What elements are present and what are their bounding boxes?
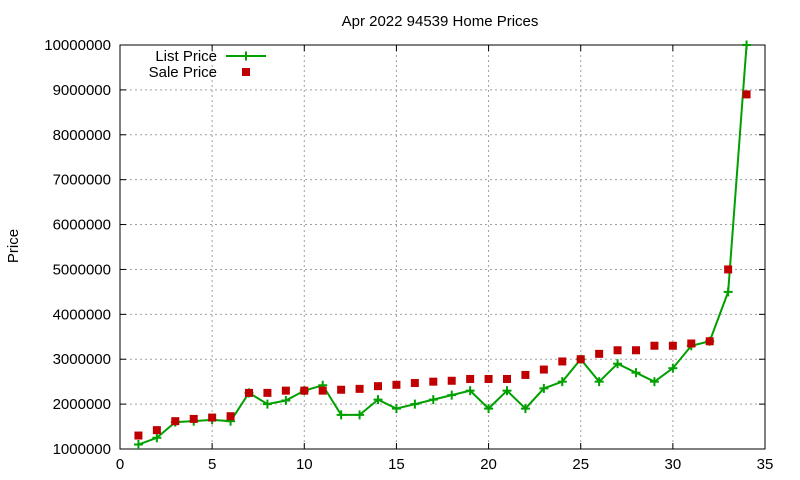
list-price-point [502,386,512,396]
sale-price-point [650,341,659,350]
y-tick-label: 9000000 [53,82,111,99]
legend-entry-sale-price: Sale Price [149,64,250,81]
sale-price-point [447,376,456,385]
axes [119,44,766,450]
x-tick-label: 0 [116,456,124,473]
x-tick-label: 5 [208,456,216,473]
list-price-point [152,433,162,443]
list-price-point [262,399,272,409]
list-price-point [447,390,457,400]
sale-price-point [539,365,548,374]
sale-price-point [171,417,180,426]
legend-label: List Price [155,48,217,65]
list-price-point [557,377,567,387]
y-tick-label: 3000000 [53,351,111,368]
y-tick-label: 6000000 [53,217,111,234]
sale-price-point [318,386,327,395]
sale-price-point [410,379,419,388]
y-tick-label: 5000000 [53,261,111,278]
sale-price-point [466,374,475,383]
list-price-point [668,363,678,373]
sale-price-point [374,382,382,391]
legend-label: Sale Price [149,64,217,81]
list-price-point [281,396,291,406]
sale-price-point [392,380,401,389]
sale-price-point [337,385,346,394]
legend-marker [241,51,251,61]
x-tick-label: 30 [665,456,682,473]
list-price-point [355,410,365,420]
sale-price-point [300,386,309,395]
y-tick-label: 10000000 [44,37,111,54]
series-list-price [133,40,752,450]
sale-price-point [687,339,696,348]
list-price-point [649,377,659,387]
x-tick-label: 20 [480,456,497,473]
y-tick-label: 8000000 [53,127,111,144]
x-tick-label: 35 [757,456,774,473]
sale-price-point [724,265,733,274]
sale-price-point [521,370,530,379]
list-price-line [138,44,748,446]
chart-title: Apr 2022 94539 Home Prices [342,13,539,30]
x-tick-label: 25 [572,456,589,473]
series [133,40,752,450]
list-price-point [373,395,383,405]
list-price-point [613,359,623,369]
list-price-point [133,440,143,450]
legend-entry-list-price: List Price [155,48,266,65]
sale-price-point [152,426,161,435]
sale-price-point [355,384,364,393]
series-sale-price [134,90,751,440]
y-tick-label: 1000000 [53,441,111,458]
y-tick-label: 2000000 [53,396,111,413]
list-price-point [631,368,641,378]
sale-price-point [189,414,198,423]
list-price-point [391,404,401,414]
legend-marker [242,68,250,76]
list-price-point [539,383,549,393]
list-price-point [410,399,420,409]
sale-price-point [705,337,714,346]
sale-price-point [484,374,493,383]
list-price-point [336,410,346,420]
sale-price-point [245,388,253,397]
sale-price-point [134,431,143,440]
list-price-point [594,377,604,387]
plot-border [119,44,766,450]
sale-price-point [613,346,622,355]
sale-price-point [263,388,272,397]
sale-price-point [558,357,567,366]
y-axis-label: Price [5,229,22,263]
tick-labels: 0 5 10 15 20 25 30 35 1000000 2000000 3000000 40000… [44,37,773,473]
list-price-point [465,386,475,396]
sale-price-point [742,90,751,99]
sale-price-point [226,412,235,421]
grid [120,45,765,449]
x-tick-label: 15 [388,456,405,473]
sale-price-point [632,346,640,355]
sale-price-point [595,349,604,358]
list-price-point [428,395,438,405]
list-price-point [484,404,494,414]
x-tick-label: 10 [296,456,313,473]
sale-price-point [208,413,217,422]
y-tick-label: 7000000 [53,172,111,189]
list-price-point [520,404,530,414]
y-tick-label: 4000000 [53,306,111,323]
sale-price-point [576,355,585,364]
sale-price-point [281,386,290,395]
list-price-point [742,40,752,50]
list-price-point [723,287,733,297]
sale-price-point [668,341,677,350]
sale-price-point [429,377,438,386]
sale-price-point [503,374,511,383]
